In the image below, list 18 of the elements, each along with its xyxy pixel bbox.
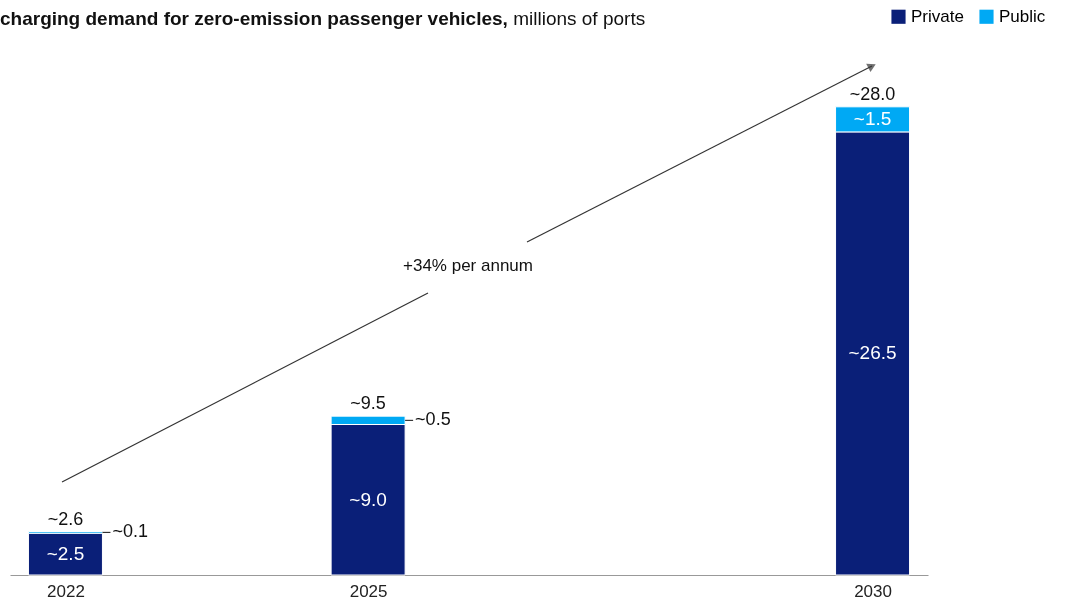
legend-label: Public (999, 6, 1046, 26)
total-label: ~9.5 (350, 393, 386, 414)
total-label: ~28.0 (849, 83, 896, 104)
x-tick-label: 2025 (349, 581, 388, 601)
chart-title: charging demand for zero-emission passenger vehicles, (0, 8, 508, 29)
data-label: ~2.5 (46, 543, 85, 565)
total-label: ~2.6 (47, 508, 84, 529)
x-tick-label: 2030 (854, 581, 892, 601)
data-label: ~1.5 (853, 108, 892, 130)
data-label: ~26.5 (848, 342, 897, 364)
bar (27, 532, 103, 576)
data-label: ~9.0 (349, 488, 387, 510)
annotation: +34% per annum (403, 256, 533, 275)
legend-label: Private (911, 6, 964, 26)
chart-subtitle: millions of ports (513, 8, 646, 29)
data-label: ~0.5 (415, 409, 451, 430)
data-label: ~0.1 (112, 521, 148, 542)
x-tick-label: 2022 (47, 581, 85, 601)
